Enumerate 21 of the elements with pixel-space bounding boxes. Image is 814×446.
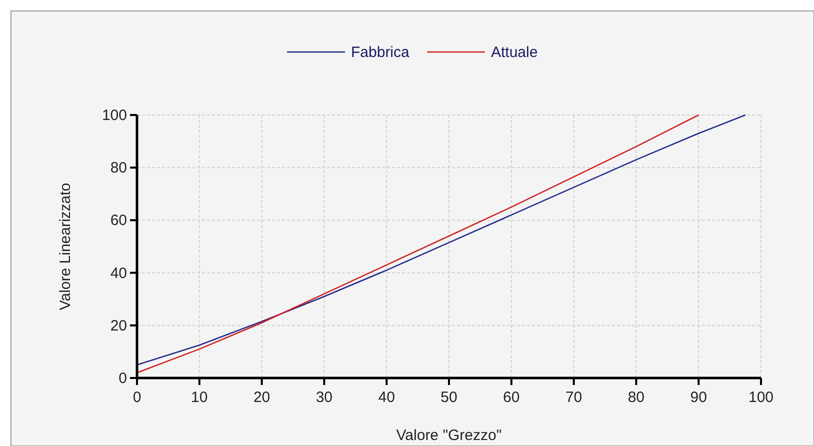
x-tick-label: 100 xyxy=(748,389,774,406)
x-tick-label: 0 xyxy=(132,389,142,406)
x-tick-label: 50 xyxy=(440,389,458,406)
x-tick-label: 80 xyxy=(628,389,645,406)
x-axis-title: Valore "Grezzo" xyxy=(396,427,502,444)
legend-label: Attuale xyxy=(491,44,538,61)
x-tick-label: 60 xyxy=(503,389,520,406)
y-tick-label: 40 xyxy=(110,264,127,282)
y-tick-label: 100 xyxy=(102,107,127,124)
x-tick-label: 30 xyxy=(316,389,333,406)
x-tick-label: 90 xyxy=(690,389,707,406)
y-tick-label: 60 xyxy=(110,212,127,230)
x-tick-label: 10 xyxy=(191,389,208,406)
y-tick-label: 0 xyxy=(118,370,127,387)
x-tick-label: 40 xyxy=(378,389,395,406)
legend-label: Fabbrica xyxy=(351,44,410,61)
y-tick-label: 80 xyxy=(110,160,127,177)
x-tick-label: 20 xyxy=(253,389,270,406)
y-axis-title: Valore Linearizzato xyxy=(57,182,74,310)
x-tick-label: 70 xyxy=(565,389,582,406)
y-tick-label: 20 xyxy=(110,317,127,334)
